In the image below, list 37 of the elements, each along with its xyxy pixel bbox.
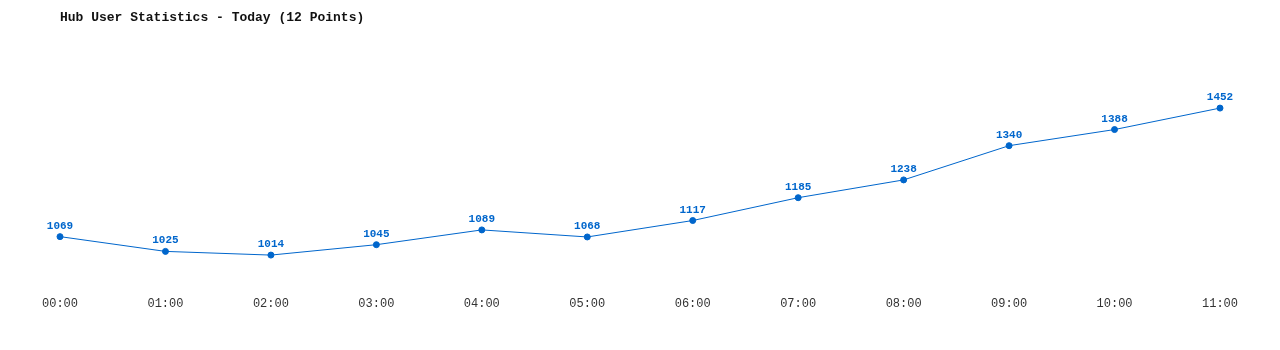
point [1005,142,1013,150]
point [1111,126,1119,134]
point [689,217,697,225]
x-tick-label: 07:00 [780,296,817,311]
x-tick-label: 10:00 [1096,296,1133,311]
x-tick-label: 09:00 [991,296,1028,311]
data-label: 1185 [784,180,812,193]
data-label: 1069 [46,219,74,232]
data-label: 1045 [363,227,390,240]
x-tick-label: 01:00 [147,296,184,311]
data-label: 1025 [152,234,180,247]
point [583,233,591,241]
point [478,226,486,234]
data-label: 1089 [468,212,496,225]
point [56,233,64,241]
x-tick-label: 03:00 [358,296,395,311]
data-label: 1238 [890,162,918,175]
data-label: 1388 [1101,112,1129,125]
point [372,241,380,249]
data-label: 1452 [1206,91,1234,104]
x-tick-label: 02:00 [252,296,289,311]
x-tick-label: 11:00 [1201,296,1239,311]
point [1216,104,1224,112]
point [900,176,908,184]
data-label: 1068 [574,219,601,232]
point [794,194,802,202]
x-tick-label: 08:00 [885,296,922,311]
point [267,251,275,259]
x-tick-label: 04:00 [463,296,500,311]
x-tick-label: 06:00 [674,296,711,311]
data-label: 1340 [995,128,1023,141]
point [161,247,169,255]
data-label: 1014 [257,238,285,251]
chart-title: Hub User Statistics - Today (12 Points) [60,10,365,25]
x-tick-label: 05:00 [569,296,606,311]
x-tick-label: 00:00 [41,296,79,311]
data-label: 1117 [679,203,706,216]
